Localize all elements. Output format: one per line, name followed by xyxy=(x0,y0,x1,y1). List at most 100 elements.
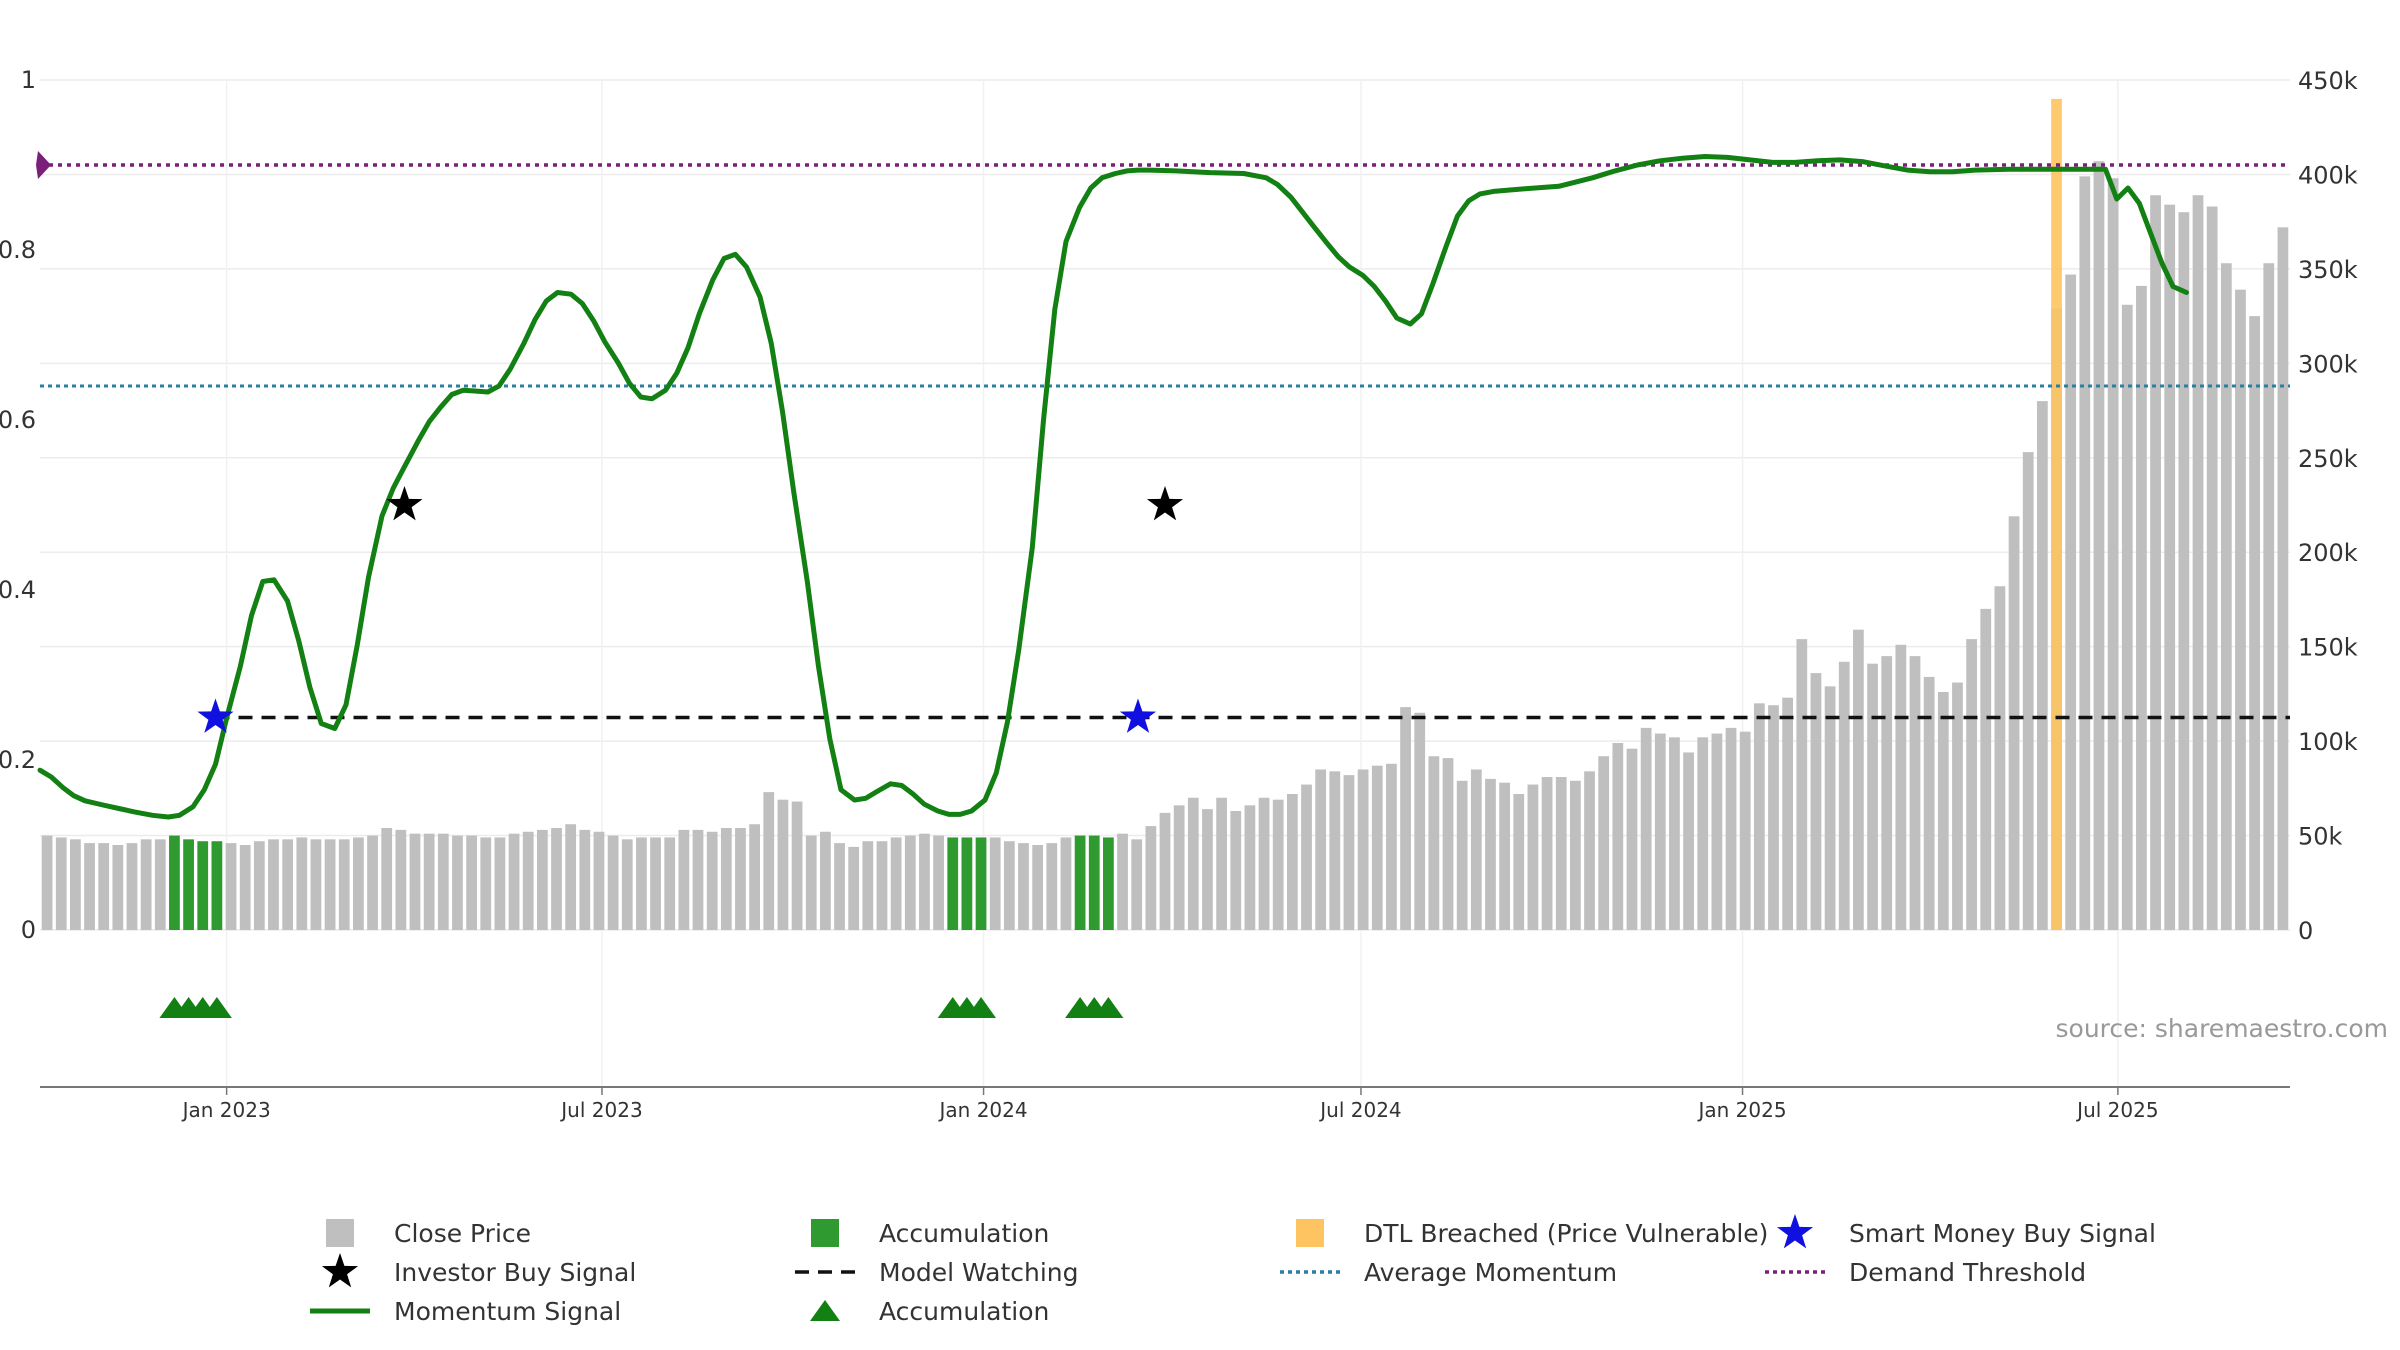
legend-item: Demand Threshold xyxy=(1765,1258,2086,1287)
close-price-bar xyxy=(1060,837,1072,930)
left-axis-tick: 0.8 xyxy=(0,236,36,264)
legend-item: Accumulation xyxy=(811,1219,1049,1248)
close-price-bar xyxy=(1867,663,1878,930)
close-price-bar xyxy=(650,837,661,930)
close-price-bars xyxy=(41,98,2289,931)
legend-label: Close Price xyxy=(394,1219,531,1248)
legend-item: Model Watching xyxy=(795,1258,1079,1287)
legend-triangle-icon xyxy=(810,1300,840,1321)
left-axis-tick: 0.6 xyxy=(0,406,36,434)
close-price-bar xyxy=(1923,676,1935,930)
close-price-bar xyxy=(1145,826,1157,930)
close-price-bar xyxy=(1258,797,1270,930)
close-price-bar xyxy=(1032,845,1044,930)
close-price-bar xyxy=(324,839,336,930)
close-price-bar xyxy=(1909,656,1921,930)
close-price-bar xyxy=(2220,263,2232,930)
x-axis-tick: Jan 2023 xyxy=(181,1098,271,1122)
close-price-bar xyxy=(1357,769,1369,930)
close-price-bar xyxy=(1768,705,1779,930)
close-price-bar xyxy=(1881,656,1893,930)
close-price-bar xyxy=(2022,452,2034,930)
accumulation-triangle-icon xyxy=(966,997,997,1018)
close-price-bar xyxy=(1230,811,1242,930)
right-axis-tick: 0 xyxy=(2298,917,2313,945)
close-price-bar xyxy=(296,837,308,930)
close-price-bar xyxy=(551,828,562,930)
close-price-bar xyxy=(1513,794,1525,930)
close-price-bar xyxy=(84,843,95,930)
close-price-bar xyxy=(989,837,1001,930)
close-price-bar xyxy=(2136,285,2147,930)
accumulation-bar xyxy=(183,839,194,930)
close-price-bar xyxy=(522,831,534,930)
close-price-bar xyxy=(720,828,732,930)
close-price-bar xyxy=(1046,843,1058,930)
close-price-bar xyxy=(423,833,435,930)
close-price-bar xyxy=(1612,743,1624,930)
close-price-bar xyxy=(2164,204,2176,930)
close-price-bar xyxy=(338,839,350,930)
accumulation-bar xyxy=(961,837,973,930)
close-price-bar xyxy=(2065,274,2077,930)
close-price-bar xyxy=(381,828,393,930)
close-price-bar xyxy=(1654,733,1666,930)
left-axis-tick: 0 xyxy=(21,916,36,944)
close-price-bar xyxy=(1117,833,1128,930)
close-price-bar xyxy=(1301,784,1312,930)
close-price-bar xyxy=(1683,752,1694,930)
right-axis-tick: 300k xyxy=(2298,350,2358,378)
legend-label: Investor Buy Signal xyxy=(394,1258,636,1287)
close-price-bar xyxy=(1980,608,1992,930)
close-price-bar xyxy=(1853,629,1864,930)
close-price-bar xyxy=(310,839,322,930)
close-price-bar xyxy=(890,837,902,930)
close-price-bar xyxy=(112,845,124,930)
close-price-bar xyxy=(268,839,279,930)
close-price-bar xyxy=(820,831,831,930)
close-price-bar xyxy=(1584,771,1595,930)
accumulation-triangle-icon xyxy=(201,997,232,1018)
close-price-bar xyxy=(1286,794,1298,930)
close-price-bar xyxy=(1131,839,1143,930)
close-price-bar xyxy=(253,841,265,930)
close-price-bar xyxy=(452,835,463,930)
right-axis-tick: 200k xyxy=(2298,539,2358,567)
axes: 0 50k 100k 150k 200k 250k 300k 350k 400k 450k 0 0.2… xyxy=(0,66,2358,1122)
close-price-bar xyxy=(1966,639,1977,930)
close-price-bar xyxy=(1428,756,1440,930)
accumulation-bar xyxy=(1074,835,1086,930)
smart-money-star-icon xyxy=(1119,698,1157,733)
close-price-bar xyxy=(2093,161,2105,930)
close-price-bar xyxy=(1456,780,1468,930)
right-axis-tick: 400k xyxy=(2298,161,2358,189)
close-price-bar xyxy=(919,833,930,930)
close-price-bar xyxy=(126,843,138,930)
close-price-bar xyxy=(607,835,619,930)
left-axis-tick: 0.4 xyxy=(0,576,36,604)
legend-label: Smart Money Buy Signal xyxy=(1849,1219,2156,1248)
close-price-bar xyxy=(834,843,845,930)
legend-label: DTL Breached (Price Vulnerable) xyxy=(1364,1219,1768,1248)
close-price-bar xyxy=(1202,809,1213,930)
close-price-bar xyxy=(2249,316,2260,931)
close-price-bar xyxy=(1570,780,1581,930)
close-price-bar xyxy=(1739,731,1751,930)
close-price-bar xyxy=(1371,765,1383,930)
legend-label: Demand Threshold xyxy=(1849,1258,2086,1287)
close-price-bar xyxy=(2107,178,2119,930)
accumulation-bar xyxy=(975,837,987,930)
close-price-bar xyxy=(678,829,690,930)
close-price-bar xyxy=(2263,263,2275,930)
legend-item: Average Momentum xyxy=(1280,1258,1617,1287)
close-price-bar xyxy=(1994,586,2006,930)
close-price-bar xyxy=(2192,195,2204,930)
close-price-bar xyxy=(225,843,237,930)
close-price-bar xyxy=(692,829,704,930)
legend-item: Accumulation xyxy=(810,1297,1049,1326)
close-price-bar xyxy=(1810,673,1822,930)
close-price-bar xyxy=(1216,797,1227,930)
close-price-bar xyxy=(1640,727,1652,930)
close-price-bar xyxy=(706,831,718,930)
close-price-bar xyxy=(41,835,53,930)
